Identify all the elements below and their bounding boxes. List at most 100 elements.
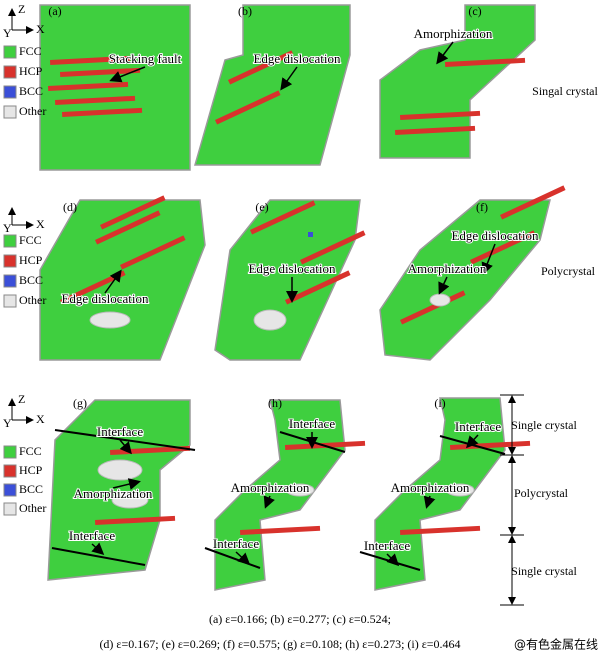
bcc-atom [308,232,313,237]
legend-swatch [3,464,17,478]
legend-swatch [3,483,17,497]
axis-label: X [36,412,45,426]
annotation-arrow [436,41,454,65]
annotation: Amorphization [231,480,310,495]
fcc-grain [379,4,536,159]
axis-label: X [36,22,45,36]
legend-label: HCP [19,463,43,477]
side-label: Polycrystal [514,486,569,500]
panel-label: (i) [434,396,445,410]
axis-label: Y [3,221,12,235]
annotation: Stacking fault [109,51,182,66]
legend-swatch [3,502,17,516]
interface-line [51,547,146,566]
legend-label: HCP [19,64,43,78]
hcp-stripe [499,185,566,220]
legend-swatch [3,85,17,99]
legend-label: HCP [19,253,43,267]
annotation: Interface [69,528,115,543]
panel-label: (b) [238,4,252,18]
annotation: Amorphization [408,261,487,276]
annotation-arrow [465,434,479,449]
legend-label: FCC [19,233,42,247]
annotation: Interface [364,538,410,553]
caption: (d) ε=0.167; (e) ε=0.269; (f) ε=0.575; (… [99,637,460,651]
annotation: Edge dislocation [451,228,539,243]
side-label: Single crystal [511,564,577,578]
panel-label: (f) [476,200,488,214]
caption: (a) ε=0.166; (b) ε=0.277; (c) ε=0.524; [209,612,391,626]
annotation-arrow [423,495,436,509]
axis-label: Y [3,26,12,40]
annotation: Edge dislocation [253,51,341,66]
hcp-stripe [400,525,481,535]
hcp-stripe [444,57,526,67]
hcp-stripe [300,230,366,265]
legend-label: BCC [19,273,43,287]
side-label: Singal crystal [532,84,598,98]
legend-label: Other [19,104,46,118]
amorphous-region [97,459,143,481]
legend-swatch [3,445,17,459]
hcp-stripe [285,270,351,305]
fcc-grain [39,199,206,361]
legend-label: BCC [19,84,43,98]
interface-line [54,429,196,451]
watermark: @有色金属在线 [514,637,598,652]
annotation: Interface [289,416,335,431]
annotation-arrow [91,542,105,556]
fcc-grain [379,199,551,361]
panel-label: (d) [63,200,77,214]
legend-swatch [3,254,17,268]
annotation: Interface [213,536,259,551]
annotation: Amorphization [74,486,153,501]
annotation-arrow [235,551,251,566]
annotation-arrow [386,553,400,567]
side-label: Single crystal [511,418,577,432]
axis-label: Y [3,416,12,430]
hcp-stripe [55,95,136,105]
annotation-arrow [263,495,275,509]
hcp-stripe [60,67,141,77]
annotation: Interface [455,419,501,434]
hcp-stripe [50,55,131,65]
amorphous-region [429,293,451,307]
annotation-arrow [104,269,122,294]
legend-swatch [3,294,17,308]
hcp-stripe [48,81,129,91]
hcp-stripe [95,515,176,525]
panel-label: (a) [48,4,61,18]
interface-line [204,547,261,569]
amorphous-region [111,491,149,509]
panel-label: (g) [73,396,87,410]
legend-label: Other [19,501,46,515]
axis-label: Z [18,392,25,406]
legend-swatch [3,274,17,288]
annotation-arrow [112,478,141,490]
annotation-arrow [438,276,450,295]
annotation: Edge dislocation [61,291,149,306]
annotation: Amorphization [391,480,470,495]
hcp-stripe [470,230,536,265]
legend-swatch [3,234,17,248]
amorphous-region [253,309,287,331]
side-label: Polycrystal [541,264,596,278]
annotation-arrow [119,439,132,455]
annotation-arrow [109,66,146,83]
annotation-arrow [481,243,496,275]
legend-swatch [3,65,17,79]
hcp-stripe [59,270,126,305]
legend-label: FCC [19,44,42,58]
annotation-arrow [280,66,298,91]
fcc-grain [39,4,191,171]
hcp-stripe [119,235,186,270]
panel-label: (h) [268,396,282,410]
legend-swatch [3,45,17,59]
fcc-grain [194,4,351,166]
hcp-stripe [240,525,321,535]
panel-label: (e) [255,200,268,214]
hcp-stripe [214,90,281,125]
hcp-stripe [62,107,143,117]
hcp-stripe [395,125,476,135]
